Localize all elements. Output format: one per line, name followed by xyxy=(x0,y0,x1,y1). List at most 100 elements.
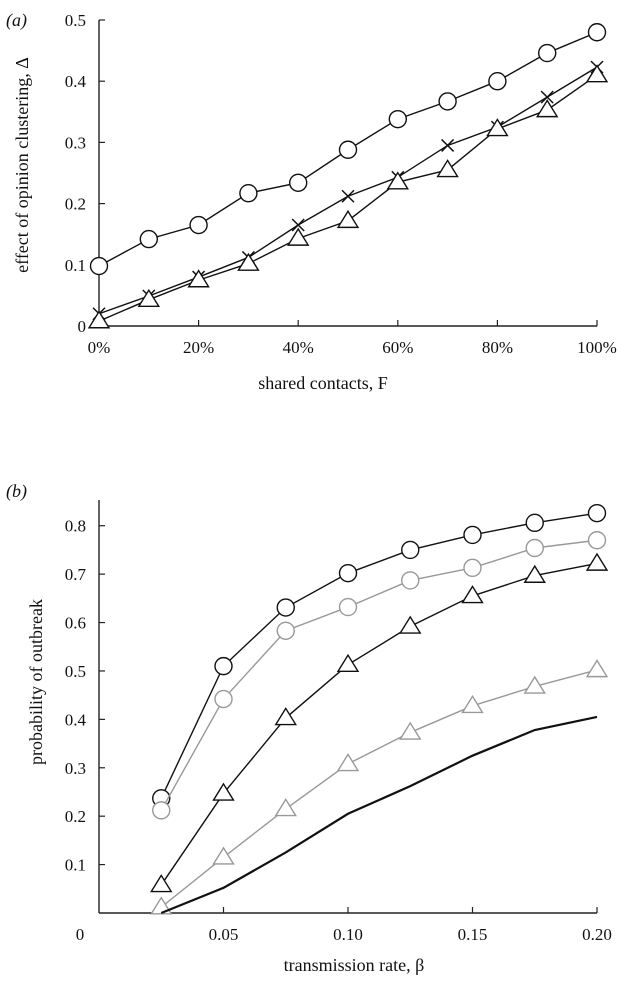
panel-b-data-point xyxy=(587,531,607,550)
panel-a-x-tick-label: 80% xyxy=(482,338,513,357)
panel-b-series-line xyxy=(160,539,598,811)
panel-b-data-point xyxy=(585,552,609,571)
panel-a-data-point xyxy=(187,269,210,288)
panel-a: (a) effect of opinion clustering, Δ shar… xyxy=(6,10,617,393)
panel-a-data-point xyxy=(189,215,208,235)
panel-b-y-tick-label: 0.5 xyxy=(65,662,86,681)
panel-a-data-point xyxy=(441,138,455,152)
panel-a-x-tick-label: 40% xyxy=(283,338,314,357)
panel-b-y-tick-label: 0.8 xyxy=(65,517,86,536)
panel-a-data-point xyxy=(87,310,111,329)
panel-a-x-tick-label: 100% xyxy=(577,338,617,357)
panel-b-series-line xyxy=(160,669,598,908)
panel-b-data-point xyxy=(461,585,484,604)
panel-b-data-point xyxy=(336,653,360,673)
panel-a-data-point xyxy=(436,159,459,178)
panel-b-y-tick-label: 0.4 xyxy=(65,710,87,729)
panel-b-y-tick-label: 0.7 xyxy=(65,565,87,584)
panel-b-data-point xyxy=(338,563,358,583)
panel-b-data-point xyxy=(212,846,235,865)
panel-b-series-5 xyxy=(160,715,598,915)
panel-b-data-point xyxy=(585,659,609,678)
panel-a-data-point xyxy=(289,173,308,192)
panel-a-data-point xyxy=(538,43,557,63)
panel-a-y-tick-label: 0.4 xyxy=(65,72,87,91)
panel-a-axes xyxy=(98,20,597,327)
panel-a-data-point xyxy=(341,189,355,203)
panel-b-y-tick-label: 0.1 xyxy=(65,856,86,875)
panel-a-data-point xyxy=(438,92,457,111)
panel-a-data-point xyxy=(540,90,554,104)
panel-a-data-point xyxy=(338,140,358,159)
panel-b-x-tick-label: 0.15 xyxy=(458,925,488,944)
panel-b-data-point xyxy=(525,538,544,558)
panel-a-series xyxy=(87,23,609,329)
panel-b-series-line xyxy=(160,562,598,886)
panel-b-data-point xyxy=(399,721,422,740)
panel-a-data-point xyxy=(239,183,258,203)
panel-a-y-tick-label: 0.2 xyxy=(65,195,86,214)
panel-b-ylabel: probability of outbreak xyxy=(26,599,46,765)
panel-a-ticks: 0% 20% 40% 60% 80% 100% 0 0.1 0.2 0.3 0.4 0.5 xyxy=(65,11,617,357)
panel-b-data-point xyxy=(212,782,235,801)
panel-b-data-point xyxy=(525,513,544,533)
panel-b-data-point xyxy=(523,564,546,583)
panel-a-data-point xyxy=(488,71,507,91)
panel-b-ticks: 0.05 0.10 0.15 0.20 0.1 0.2 0.3 0.4 0.5 0.6 0.7 0.8… xyxy=(65,517,612,944)
panel-a-series-2 xyxy=(92,60,604,321)
panel-b-series xyxy=(150,503,609,915)
panel-b: (b) probability of outbreak transmission… xyxy=(6,481,612,975)
panel-a-series-line xyxy=(98,66,598,315)
panel-a-xlabel: shared contacts, F xyxy=(258,373,387,393)
panel-a-data-point xyxy=(139,229,159,249)
panel-b-data-point xyxy=(150,896,173,915)
panel-a-y-tick-label: 0.3 xyxy=(65,133,86,152)
panel-a-y-tick-label: 0 xyxy=(78,317,87,336)
panel-b-data-point xyxy=(276,598,295,617)
panel-a-data-point xyxy=(291,218,305,232)
panel-b-data-point xyxy=(336,753,360,772)
panel-a-label: (a) xyxy=(6,10,27,31)
panel-b-y-tick-label: 0.3 xyxy=(65,759,86,778)
panel-b-series-line xyxy=(160,715,598,915)
panel-b-series-1 xyxy=(152,503,607,808)
panel-a-ylabel: effect of opinion clustering, Δ xyxy=(12,57,32,273)
panel-a-data-point xyxy=(388,109,407,129)
panel-a-data-point xyxy=(386,171,410,190)
panel-b-data-point xyxy=(276,621,295,640)
panel-a-y-tick-label: 0.1 xyxy=(65,256,86,275)
panel-b-data-point xyxy=(401,571,420,590)
panel-b-series-line xyxy=(160,512,598,799)
panel-b-label: (b) xyxy=(6,481,27,502)
panel-b-data-point xyxy=(150,874,173,893)
panel-a-data-point xyxy=(587,23,607,42)
panel-a-data-point xyxy=(336,209,360,229)
panel-a-y-tick-label: 0.5 xyxy=(65,11,86,30)
panel-b-series-4 xyxy=(150,659,609,915)
panel-b-data-point xyxy=(214,689,233,709)
panel-b-axes xyxy=(98,500,597,914)
panel-b-data-point xyxy=(274,707,297,726)
panel-b-data-point xyxy=(399,615,422,634)
panel-a-x-tick-label: 0% xyxy=(88,338,111,357)
panel-a-data-point xyxy=(89,256,109,276)
panel-b-x-tick-label: 0.20 xyxy=(582,925,612,944)
panel-a-data-point xyxy=(286,227,310,246)
panel-a-data-point xyxy=(585,64,609,83)
panel-b-data-point xyxy=(214,656,233,676)
panel-b-y-tick-label: 0.6 xyxy=(65,614,86,633)
panel-a-series-3 xyxy=(87,64,609,329)
panel-b-x-tick-label: 0 xyxy=(76,925,85,944)
panel-b-data-point xyxy=(152,801,171,820)
panel-a-data-point xyxy=(237,252,260,271)
panel-b-series-3 xyxy=(150,552,609,893)
panel-a-data-point xyxy=(137,288,161,308)
panel-b-data-point xyxy=(463,558,482,578)
panel-a-data-point xyxy=(535,99,559,118)
panel-b-x-tick-label: 0.05 xyxy=(209,925,239,944)
panel-b-series-2 xyxy=(152,531,607,820)
panel-b-y-tick-label: 0.2 xyxy=(65,807,86,826)
panel-b-data-point xyxy=(587,503,607,523)
panel-b-data-point xyxy=(401,540,420,560)
